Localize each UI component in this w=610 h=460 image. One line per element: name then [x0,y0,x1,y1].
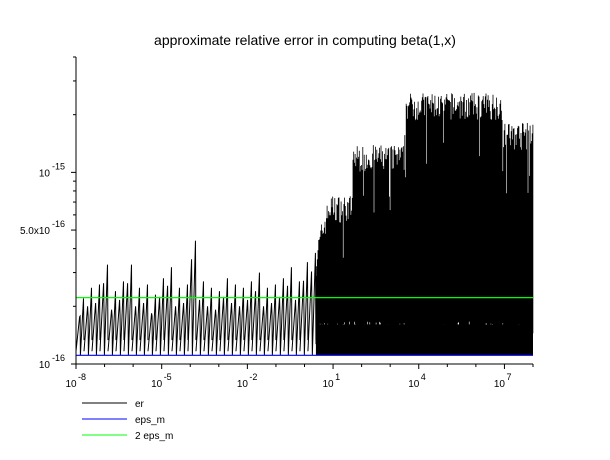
x-tick-label: 10 [151,379,163,390]
x-tick-label: 10 [237,379,249,390]
series-er-dense [315,92,534,356]
legend-label: eps_m [135,415,165,426]
legend-label: er [135,399,145,410]
series-er-sawtooth [75,240,317,356]
series-er-base [315,324,533,356]
legend: er eps_m 2 eps_m [82,399,173,442]
plot-area [75,92,534,356]
x-tick-label-exponent: 1 [335,372,340,382]
legend-label: 2 eps_m [135,431,173,442]
x-tick-label-exponent: -5 [164,372,172,382]
x-tick-label: 10 [494,379,506,390]
y-tick-label-exponent: -15 [52,161,65,171]
x-tick-label-exponent: 7 [506,372,511,382]
y-tick-label: 5.0x10 [20,226,50,237]
x-tick-label-exponent: -8 [78,372,86,382]
y-tick-label-exponent: -16 [52,353,65,363]
y-tick-label: 10 [39,168,51,179]
x-tick-label-exponent: 4 [421,372,426,382]
y-tick-label: 10 [39,360,51,371]
x-tick-label: 10 [408,379,420,390]
y-tick-label-exponent: -16 [52,219,65,229]
x-tick-label: 10 [65,379,77,390]
x-tick-label: 10 [323,379,335,390]
x-tick-label-exponent: -2 [249,372,257,382]
chart-title: approximate relative error in computing … [154,32,456,48]
